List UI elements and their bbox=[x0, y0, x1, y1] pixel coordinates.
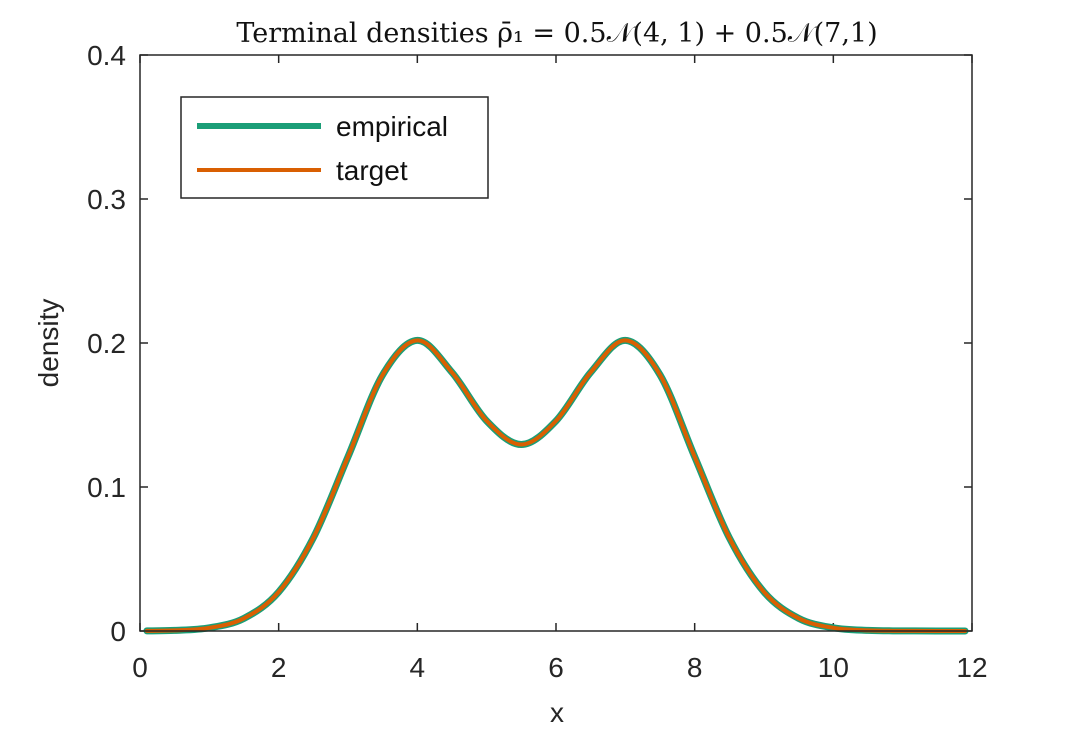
x-tick-label: 6 bbox=[548, 652, 564, 683]
y-tick-label: 0 bbox=[110, 616, 126, 647]
legend-label-target: target bbox=[336, 155, 408, 186]
x-tick-label: 0 bbox=[132, 652, 148, 683]
x-tick-label: 4 bbox=[410, 652, 426, 683]
y-tick-labels: 0 0.1 0.2 0.3 0.4 bbox=[87, 40, 126, 647]
series-group bbox=[143, 336, 969, 635]
x-tick-label: 8 bbox=[687, 652, 703, 683]
y-axis-label: density bbox=[33, 299, 64, 388]
y-tick-label: 0.1 bbox=[87, 472, 126, 503]
x-tick-label: 10 bbox=[818, 652, 849, 683]
series-line-target bbox=[144, 338, 968, 634]
legend: empirical target bbox=[180, 96, 489, 199]
y-tick-label: 0.3 bbox=[87, 184, 126, 215]
y-tick-label: 0.2 bbox=[87, 328, 126, 359]
chart-title: Terminal densities ρ̄₁ = 0.5𝒩(4, 1) + 0.… bbox=[236, 18, 877, 49]
x-tick-labels: 0 2 4 6 8 10 12 bbox=[132, 652, 987, 683]
series-line-empirical bbox=[143, 336, 969, 635]
plot-frame bbox=[139, 54, 973, 632]
x-tick-label: 2 bbox=[271, 652, 287, 683]
legend-box bbox=[180, 96, 489, 199]
x-tick-label: 12 bbox=[956, 652, 987, 683]
legend-label-empirical: empirical bbox=[336, 111, 448, 142]
x-axis-label: x bbox=[550, 697, 564, 728]
y-tick-label: 0.4 bbox=[87, 40, 126, 71]
